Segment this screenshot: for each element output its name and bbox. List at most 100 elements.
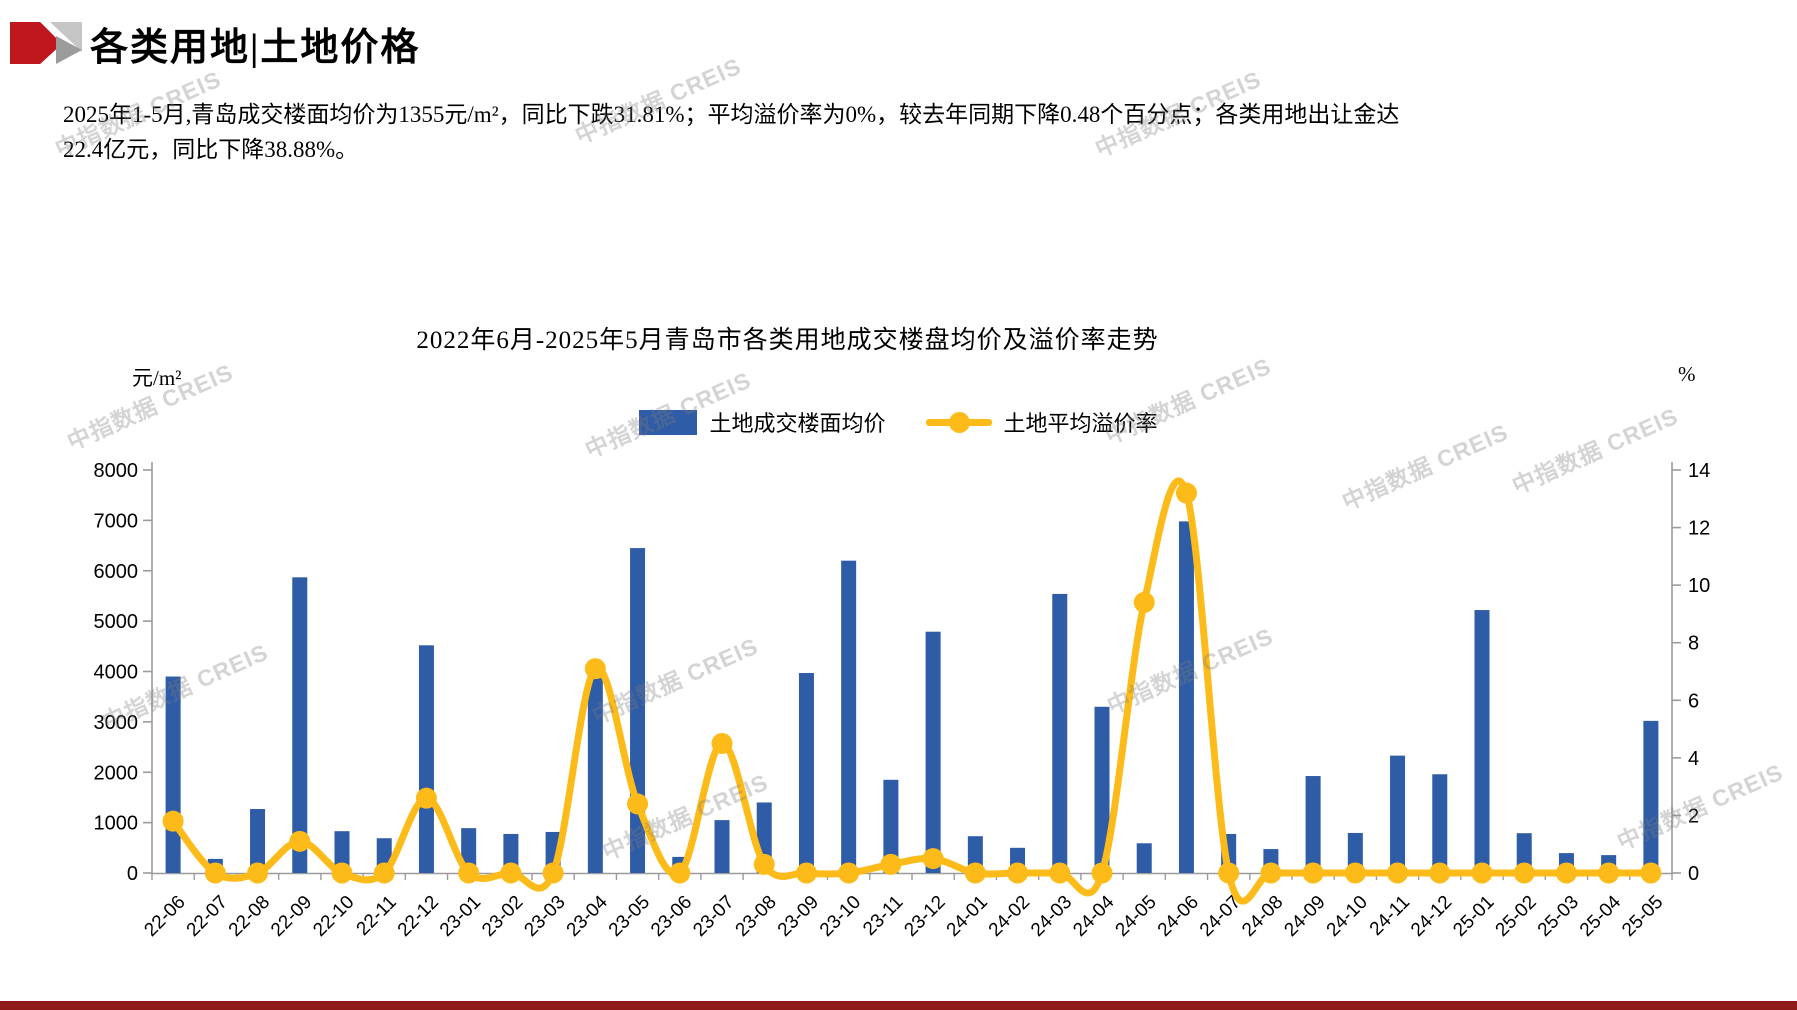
line-point-22-07 — [204, 862, 226, 884]
right-axis-tick-label: 12 — [1688, 518, 1710, 540]
x-axis-label-24-10: 24-10 — [1323, 892, 1372, 941]
legend-bar-label: 土地成交楼面均价 — [709, 411, 886, 436]
x-axis-label-22-11: 22-11 — [353, 892, 401, 940]
right-axis-tick-label: 8 — [1688, 633, 1699, 655]
left-axis-tick-label: 4000 — [94, 662, 139, 684]
right-axis-tick-label: 0 — [1688, 863, 1699, 885]
bar-25-01 — [1474, 610, 1490, 873]
line-point-25-01 — [1471, 862, 1493, 884]
line-point-24-08 — [1260, 862, 1282, 884]
bar-23-04 — [587, 678, 603, 873]
x-axis-label-24-04: 24-04 — [1069, 891, 1119, 941]
line-point-25-02 — [1513, 862, 1535, 884]
right-axis-tick-label: 14 — [1688, 460, 1710, 482]
x-axis-label-23-11: 23-11 — [859, 892, 907, 940]
left-axis-unit-label: 元/m² — [132, 366, 182, 390]
x-axis-label-24-02: 24-02 — [985, 892, 1034, 941]
line-point-23-10 — [838, 862, 860, 884]
right-axis-unit-label: % — [1678, 362, 1696, 386]
x-axis-label-23-12: 23-12 — [900, 892, 949, 941]
footer-accent-bar — [0, 1001, 1797, 1010]
bar-24-04 — [1094, 706, 1110, 873]
x-axis-label-25-04: 25-04 — [1576, 891, 1626, 941]
line-point-22-09 — [289, 830, 311, 852]
chart-title: 2022年6月-2025年5月青岛市各类用地成交楼盘均价及溢价率走势 — [416, 327, 1159, 354]
bar-23-07 — [714, 820, 730, 873]
line-point-23-04 — [584, 658, 606, 680]
x-axis-label-24-01: 24-01 — [943, 892, 992, 941]
right-axis-tick-label: 10 — [1688, 575, 1710, 597]
bar-22-06 — [165, 676, 181, 873]
x-axis-label-24-06: 24-06 — [1154, 892, 1203, 941]
x-axis-label-22-06: 22-06 — [140, 892, 189, 941]
line-point-25-03 — [1555, 862, 1577, 884]
x-axis-label-23-08: 23-08 — [732, 892, 781, 941]
legend-line-label: 土地平均溢价率 — [1003, 411, 1158, 436]
bar-24-03 — [1052, 593, 1068, 873]
bar-22-10 — [334, 831, 350, 873]
bar-24-06 — [1178, 521, 1194, 873]
right-axis-tick-label: 2 — [1688, 805, 1699, 827]
bar-23-11 — [883, 779, 899, 873]
line-point-22-08 — [247, 862, 269, 884]
bar-24-12 — [1432, 774, 1448, 873]
left-axis-tick-label: 5000 — [94, 611, 139, 633]
x-axis-label-22-08: 22-08 — [225, 892, 274, 941]
line-point-25-05 — [1640, 862, 1662, 884]
left-axis-tick-label: 0 — [127, 863, 138, 885]
creis-logo — [10, 20, 90, 66]
line-point-22-06 — [162, 810, 184, 832]
right-axis-tick-label: 4 — [1688, 748, 1699, 770]
line-point-23-07 — [711, 732, 733, 754]
x-axis-label-23-03: 23-03 — [520, 892, 569, 941]
line-point-23-06 — [669, 862, 691, 884]
line-point-24-10 — [1344, 862, 1366, 884]
summary-line-1: 2025年1-5月,青岛成交楼面均价为1355元/m²，同比下跌31.81%；平… — [63, 102, 1400, 127]
line-point-23-12 — [922, 848, 944, 870]
bar-23-09 — [798, 673, 814, 873]
x-axis-label-23-05: 23-05 — [605, 892, 654, 941]
bar-24-09 — [1305, 776, 1321, 873]
x-axis-label-22-12: 22-12 — [394, 892, 443, 941]
legend-bar-swatch — [639, 409, 698, 435]
x-axis-label-23-07: 23-07 — [689, 892, 738, 941]
x-axis-label-25-01: 25-01 — [1449, 892, 1498, 941]
x-axis-label-23-09: 23-09 — [774, 892, 823, 941]
x-axis-label-23-06: 23-06 — [647, 892, 696, 941]
x-axis-label-24-09: 24-09 — [1280, 892, 1329, 941]
line-point-23-11 — [880, 853, 902, 875]
x-axis-label-22-09: 22-09 — [267, 892, 316, 941]
x-axis-label-25-05: 25-05 — [1618, 892, 1667, 941]
summary-paragraph: 2025年1-5月,青岛成交楼面均价为1355元/m²，同比下跌31.81%；平… — [63, 98, 1543, 167]
line-point-24-07 — [1218, 862, 1240, 884]
summary-line-2: 22.4亿元，同比下降38.88%。 — [63, 136, 359, 162]
bar-22-12 — [418, 645, 434, 873]
bar-24-10 — [1347, 832, 1363, 873]
page-title: 各类用地|土地价格 — [90, 27, 421, 69]
bar-23-12 — [925, 631, 941, 873]
line-point-23-02 — [500, 862, 522, 884]
bar-25-05 — [1643, 720, 1659, 873]
line-point-24-02 — [1007, 862, 1029, 884]
legend-line-dot — [948, 411, 970, 433]
line-point-23-03 — [542, 862, 564, 884]
left-axis-tick-label: 3000 — [94, 712, 139, 734]
bar-24-11 — [1390, 755, 1406, 873]
line-point-24-04 — [1091, 862, 1113, 884]
line-point-24-03 — [1049, 862, 1071, 884]
x-axis-label-24-05: 24-05 — [1112, 892, 1161, 941]
left-axis-tick-label: 1000 — [94, 813, 139, 835]
bar-22-08 — [250, 809, 266, 873]
x-axis-label-22-07: 22-07 — [183, 892, 232, 941]
line-point-24-05 — [1133, 591, 1155, 613]
bar-22-09 — [292, 577, 308, 873]
x-axis-label-22-10: 22-10 — [309, 892, 358, 941]
x-axis-label-24-11: 24-11 — [1366, 892, 1414, 940]
x-axis-label-25-02: 25-02 — [1492, 892, 1541, 941]
left-axis-tick-label: 2000 — [94, 762, 139, 784]
line-point-25-04 — [1598, 862, 1620, 884]
left-axis-tick-label: 7000 — [94, 510, 139, 532]
line-point-23-01 — [458, 862, 480, 884]
line-point-24-11 — [1387, 862, 1409, 884]
